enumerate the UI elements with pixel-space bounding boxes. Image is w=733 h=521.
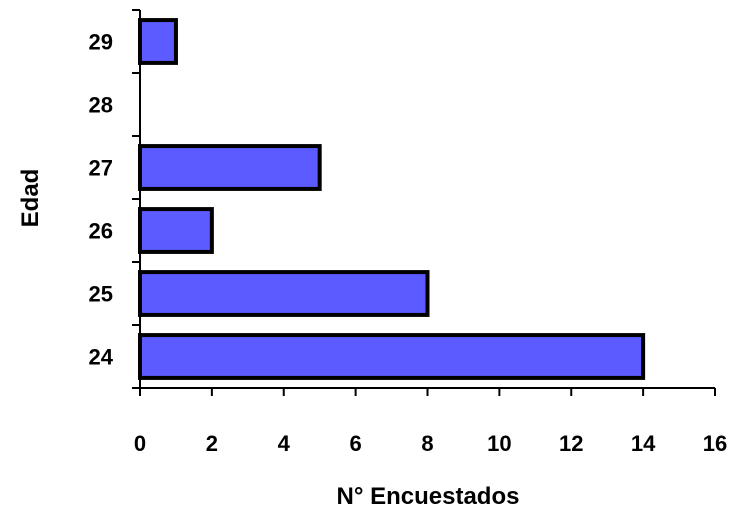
bar-26 xyxy=(138,207,214,254)
x-tick-label: 12 xyxy=(559,431,583,456)
y-tick-label: 24 xyxy=(89,345,114,370)
x-tick-label: 6 xyxy=(350,431,362,456)
x-tick-label: 16 xyxy=(703,431,727,456)
y-tick-label: 29 xyxy=(89,30,113,55)
y-tick-label: 25 xyxy=(89,282,113,307)
bar-24 xyxy=(138,333,646,380)
y-tick-label: 27 xyxy=(89,156,113,181)
y-axis-title: Edad xyxy=(17,169,44,228)
bar-29 xyxy=(138,18,178,65)
x-tick-label: 14 xyxy=(631,431,656,456)
x-tick-label: 0 xyxy=(134,431,146,456)
y-ticks: 24 25 26 27 28 29 xyxy=(89,9,140,389)
x-tick-label: 10 xyxy=(487,431,511,456)
x-tick-label: 2 xyxy=(206,431,218,456)
bar-27 xyxy=(138,144,322,191)
bars xyxy=(138,18,646,380)
x-ticks: 0 2 4 6 8 10 12 14 16 xyxy=(134,388,727,456)
x-tick-label: 8 xyxy=(421,431,433,456)
x-tick-label: 4 xyxy=(278,431,291,456)
y-tick-label: 26 xyxy=(89,219,113,244)
x-axis-title: N° Encuestados xyxy=(337,483,520,510)
y-tick-label: 28 xyxy=(89,93,113,118)
bar-25 xyxy=(138,270,430,317)
